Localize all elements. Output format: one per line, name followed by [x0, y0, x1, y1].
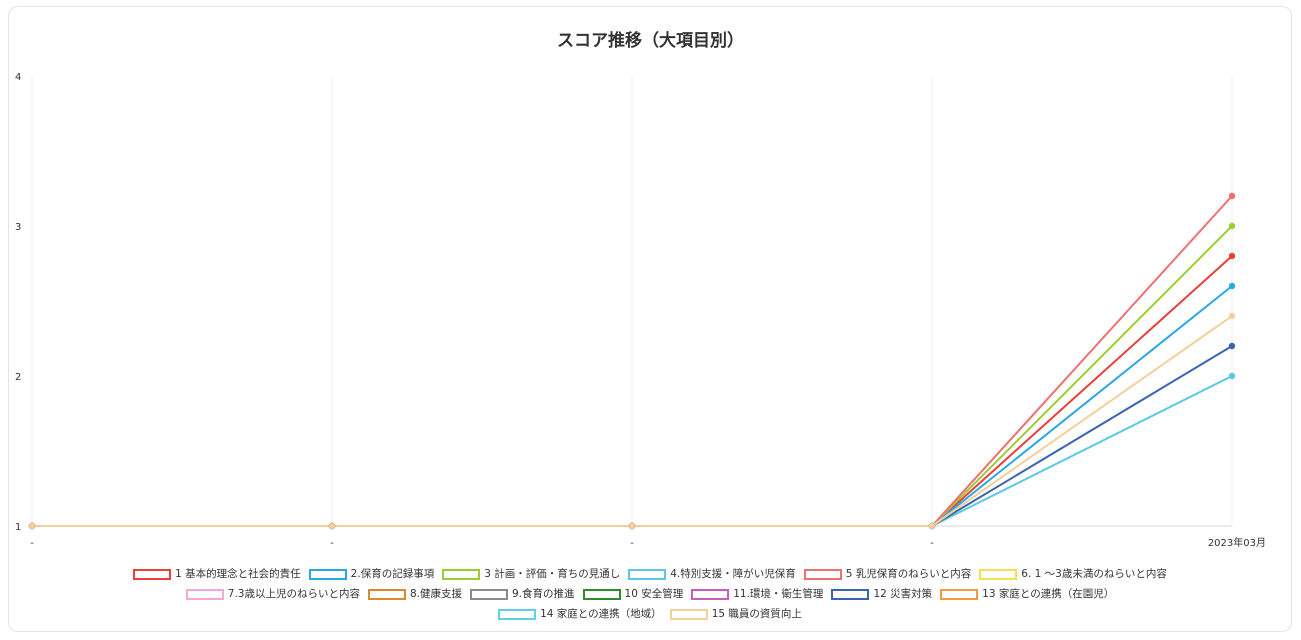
legend-swatch: [831, 588, 870, 600]
legend-swatch: [979, 568, 1018, 580]
legend: 1 基本的理念と社会的責任 2.保育の記録事項 3 計画・評価・育ちの見通し 4.特別…: [40, 564, 1260, 624]
x-tick-label: -: [30, 538, 34, 549]
data-point: [1228, 222, 1236, 230]
x-tick-label: -: [630, 538, 634, 549]
legend-label: 10 安全管理: [624, 588, 684, 600]
legend-swatch: [803, 568, 842, 580]
legend-label: 3 計画・評価・育ちの見通し: [484, 568, 621, 580]
data-point: [1228, 312, 1236, 320]
legend-label: 11.環境・衛生管理: [733, 588, 824, 600]
data-point: [1228, 252, 1236, 260]
legend-item[interactable]: 1 基本的理念と社会的責任: [133, 564, 301, 584]
legend-swatch: [669, 608, 708, 620]
legend-swatch: [308, 568, 347, 580]
legend-swatch: [691, 588, 730, 600]
legend-item[interactable]: 11.環境・衛生管理: [691, 584, 823, 604]
axes: 1 2 3 4 - - - - 2023年03月: [15, 72, 1266, 549]
data-point: [328, 522, 336, 530]
legend-swatch: [442, 568, 481, 580]
legend-swatch: [185, 588, 224, 600]
legend-item[interactable]: 4.特別支援・障がい児保育: [628, 564, 796, 584]
legend-row: 7.3歳以上児のねらいと内容 8.健康支援 9.食育の推進 10 安全管理 11.環境・…: [40, 584, 1260, 604]
legend-swatch: [133, 568, 172, 580]
legend-label: 8.健康支援: [409, 588, 462, 600]
legend-swatch: [470, 588, 508, 600]
legend-label: 1 基本的理念と社会的責任: [175, 568, 301, 580]
chart-card: [8, 6, 1292, 632]
legend-swatch: [367, 588, 406, 600]
legend-item[interactable]: 10 安全管理: [582, 584, 684, 604]
legend-item[interactable]: 13 家庭との連携（在園児）: [940, 584, 1114, 604]
grid-lines: [31, 76, 1233, 526]
data-point: [1228, 282, 1236, 290]
data-point: [1228, 192, 1236, 200]
legend-label: 7.3歳以上児のねらいと内容: [227, 588, 360, 600]
x-tick-label: 2023年03月: [1208, 536, 1266, 549]
legend-label: 14 家庭との連携（地域）: [540, 608, 662, 620]
legend-label: 13 家庭との連携（在園児）: [982, 588, 1115, 600]
data-point: [628, 522, 636, 530]
legend-swatch: [582, 588, 621, 600]
legend-item[interactable]: 12 災害対策: [831, 584, 932, 604]
legend-label: 2.保育の記録事項: [350, 568, 435, 580]
data-point: [1228, 342, 1236, 350]
y-tick-label: 1: [15, 522, 21, 533]
legend-row: 1 基本的理念と社会的責任 2.保育の記録事項 3 計画・評価・育ちの見通し 4.特別…: [40, 564, 1260, 584]
legend-swatch: [940, 588, 979, 600]
legend-label: 12 災害対策: [873, 588, 933, 600]
legend-label: 4.特別支援・障がい児保育: [670, 568, 796, 580]
legend-label: 9.食育の推進: [512, 588, 575, 600]
data-point: [28, 522, 36, 530]
legend-item[interactable]: 8.健康支援: [367, 584, 462, 604]
legend-label: 6. 1 〜3歳未満のねらいと内容: [1021, 568, 1167, 580]
x-tick-label: -: [330, 538, 334, 549]
data-point: [928, 522, 936, 530]
legend-swatch: [628, 568, 667, 580]
legend-item[interactable]: 7.3歳以上児のねらいと内容: [185, 584, 360, 604]
y-tick-label: 3: [15, 222, 21, 233]
y-tick-label: 4: [15, 72, 21, 83]
legend-item[interactable]: 2.保育の記録事項: [308, 564, 435, 584]
legend-row: 14 家庭との連携（地域） 15 職員の資質向上: [40, 604, 1260, 624]
chart-title: スコア推移（大項目別）: [557, 31, 744, 51]
y-tick-label: 2: [15, 372, 21, 383]
legend-label: 5 乳児保育のねらいと内容: [845, 568, 972, 580]
legend-item[interactable]: 15 職員の資質向上: [669, 604, 802, 624]
data-points: [28, 192, 1236, 530]
legend-item[interactable]: 9.食育の推進: [470, 584, 575, 604]
x-tick-label: -: [930, 538, 934, 549]
data-point: [1228, 372, 1236, 380]
legend-label: 15 職員の資質向上: [711, 608, 802, 620]
legend-item[interactable]: 3 計画・評価・育ちの見通し: [442, 564, 620, 584]
legend-swatch: [498, 608, 537, 620]
legend-item[interactable]: 6. 1 〜3歳未満のねらいと内容: [979, 564, 1167, 584]
legend-item[interactable]: 14 家庭との連携（地域）: [498, 604, 662, 624]
legend-item[interactable]: 5 乳児保育のねらいと内容: [803, 564, 972, 584]
